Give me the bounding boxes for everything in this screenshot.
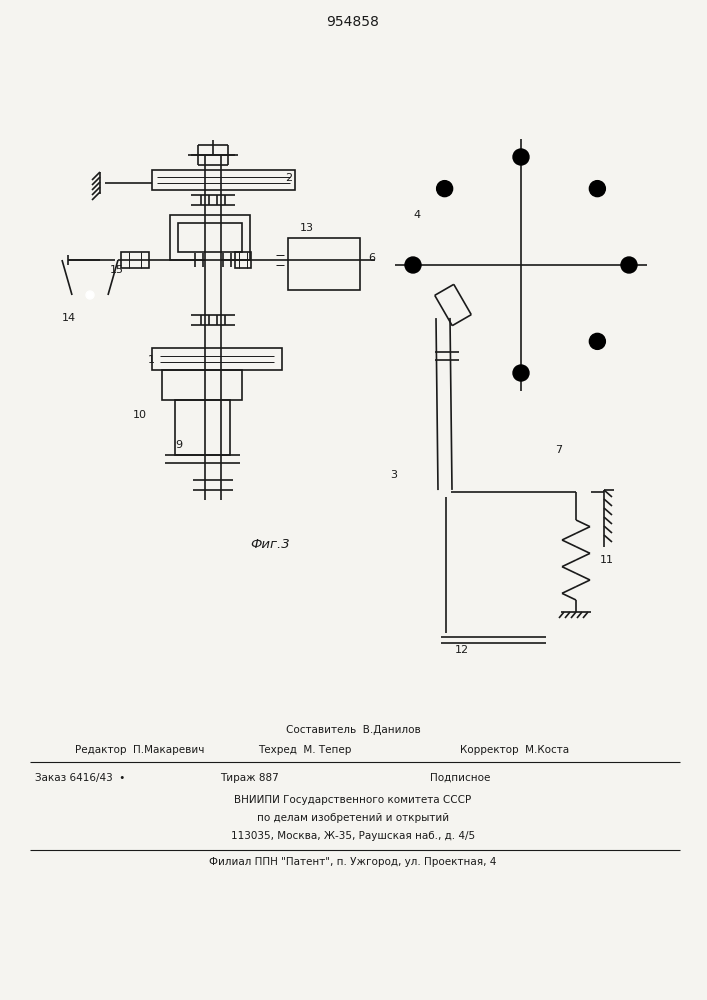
Text: Редактор  П.Макаревич: Редактор П.Макаревич	[75, 745, 204, 755]
Bar	[288, 238, 360, 290]
Circle shape	[590, 333, 605, 349]
Circle shape	[590, 181, 605, 197]
Text: Фиг.3: Фиг.3	[250, 538, 290, 552]
Text: 113035, Москва, Ж-35, Раушская наб., д. 4/5: 113035, Москва, Ж-35, Раушская наб., д. …	[231, 831, 475, 841]
Text: 3: 3	[390, 470, 397, 480]
Text: 4: 4	[413, 210, 420, 220]
Text: 14: 14	[62, 313, 76, 323]
Bar	[170, 215, 250, 260]
Bar	[121, 252, 149, 268]
Text: Тираж 887: Тираж 887	[220, 773, 279, 783]
Text: ВНИИПИ Государственного комитета СССР: ВНИИПИ Государственного комитета СССР	[235, 795, 472, 805]
Text: Заказ 6416/43  •: Заказ 6416/43 •	[35, 773, 125, 783]
Circle shape	[405, 257, 421, 273]
Text: 15: 15	[110, 265, 124, 275]
Bar	[235, 252, 251, 268]
Text: Корректор  М.Коста: Корректор М.Коста	[460, 745, 569, 755]
Text: 2: 2	[285, 173, 292, 183]
Circle shape	[513, 149, 529, 165]
Text: 1: 1	[148, 355, 155, 365]
Text: 11: 11	[600, 555, 614, 565]
Text: по делам изобретений и открытий: по делам изобретений и открытий	[257, 813, 449, 823]
Text: Филиал ППН "Патент", п. Ужгород, ул. Проектная, 4: Филиал ППН "Патент", п. Ужгород, ул. Про…	[209, 857, 497, 867]
Text: 7: 7	[555, 445, 562, 455]
Circle shape	[86, 291, 94, 299]
Circle shape	[437, 181, 452, 197]
Bar	[152, 348, 282, 370]
Text: 954858: 954858	[327, 15, 380, 29]
Bar	[162, 370, 242, 400]
Circle shape	[513, 365, 529, 381]
Text: Подписное: Подписное	[430, 773, 491, 783]
Text: Составитель  В.Данилов: Составитель В.Данилов	[286, 725, 421, 735]
Text: 9: 9	[175, 440, 182, 450]
Text: 10: 10	[133, 410, 147, 420]
Text: 12: 12	[455, 645, 469, 655]
Text: 6: 6	[368, 253, 375, 263]
Text: 13: 13	[300, 223, 314, 233]
Bar	[152, 170, 295, 190]
Bar	[178, 223, 242, 252]
Text: Техред  М. Тепер: Техред М. Тепер	[258, 745, 351, 755]
Circle shape	[621, 257, 637, 273]
Bar	[175, 400, 230, 455]
